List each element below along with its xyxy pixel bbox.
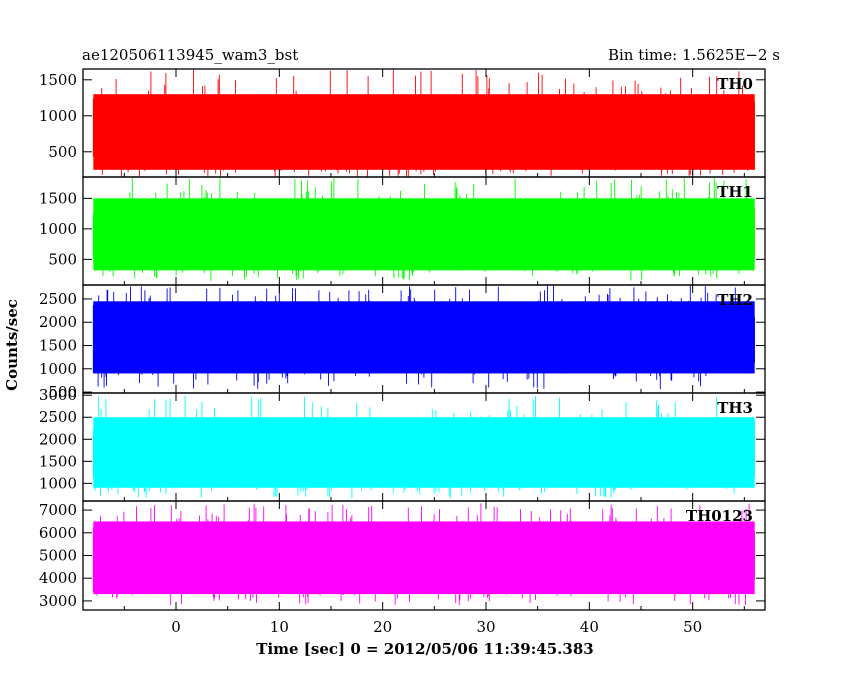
- y-tick-label-th0: 1500: [39, 71, 77, 89]
- panel-th0123: 3000 4000 5000 6000 7000 TH0123: [39, 500, 766, 611]
- y-tick-label-th2: 2000: [39, 313, 77, 331]
- x-tick-label: 50: [683, 618, 702, 636]
- y-tick-label-th2: 1500: [39, 337, 77, 355]
- x-tick-label: 0: [171, 618, 181, 636]
- x-tick-label: 20: [373, 618, 392, 636]
- y-tick-label-th3: 2000: [39, 430, 77, 448]
- panel-th2: 500 1000 1500 2000 2500 TH2: [39, 284, 766, 401]
- panel-th3: 1000 1500 2000 2500 3000 TH3: [39, 386, 766, 502]
- y-tick-label-th0123: 6000: [39, 524, 77, 542]
- y-axis-label: Counts/sec: [3, 299, 21, 391]
- x-axis: 0 10 20 30 40 50: [171, 618, 702, 636]
- y-tick-label-th2: 1000: [39, 360, 77, 378]
- bin-time-label: Bin time: 1.5625E−2 s: [608, 46, 780, 64]
- y-tick-label-th0123: 4000: [39, 569, 77, 587]
- series-band-th2: [93, 301, 755, 374]
- y-tick-label-th3: 3000: [39, 386, 77, 404]
- series-band-th3: [93, 417, 755, 488]
- panel-th0: 500 1000 1500 TH0: [39, 68, 766, 178]
- panel-label-th2: TH2: [717, 291, 753, 309]
- y-tick-label-th3: 2500: [39, 408, 77, 426]
- series-band-th0123: [93, 521, 755, 595]
- panel-label-th0: TH0: [717, 75, 753, 93]
- series-band-th1: [93, 198, 755, 271]
- series-band-th0: [93, 94, 755, 170]
- y-tick-label-th1: 1000: [39, 220, 77, 238]
- x-axis-label: Time [sec] 0 = 2012/05/06 11:39:45.383: [256, 640, 593, 658]
- y-tick-label-th0123: 5000: [39, 547, 77, 565]
- x-tick-label: 40: [580, 618, 599, 636]
- y-tick-label-th2: 500: [48, 383, 77, 401]
- y-tick-label-th0: 500: [48, 143, 77, 161]
- panel-label-th3: TH3: [717, 399, 753, 417]
- y-tick-label-th0123: 7000: [39, 501, 77, 519]
- y-tick-label-th1: 500: [48, 250, 77, 268]
- chart-title: ae120506113945_wam3_bst: [82, 46, 298, 64]
- panels-group: 500 1000 1500 TH0 500 1000 1500 TH1 500 1000 1500 2…: [39, 68, 766, 611]
- x-tick-label: 10: [270, 618, 289, 636]
- y-tick-label-th0: 1000: [39, 107, 77, 125]
- y-tick-label-th0123: 3000: [39, 592, 77, 610]
- y-tick-label-th1: 1500: [39, 189, 77, 207]
- panel-th1: 500 1000 1500 TH1: [39, 176, 766, 286]
- panel-label-th1: TH1: [717, 183, 753, 201]
- panel-label-th0123: TH0123: [686, 507, 753, 525]
- y-tick-label-th3: 1500: [39, 452, 77, 470]
- y-tick-label-th2: 2500: [39, 290, 77, 308]
- x-tick-label: 30: [476, 618, 495, 636]
- y-tick-label-th3: 1000: [39, 474, 77, 492]
